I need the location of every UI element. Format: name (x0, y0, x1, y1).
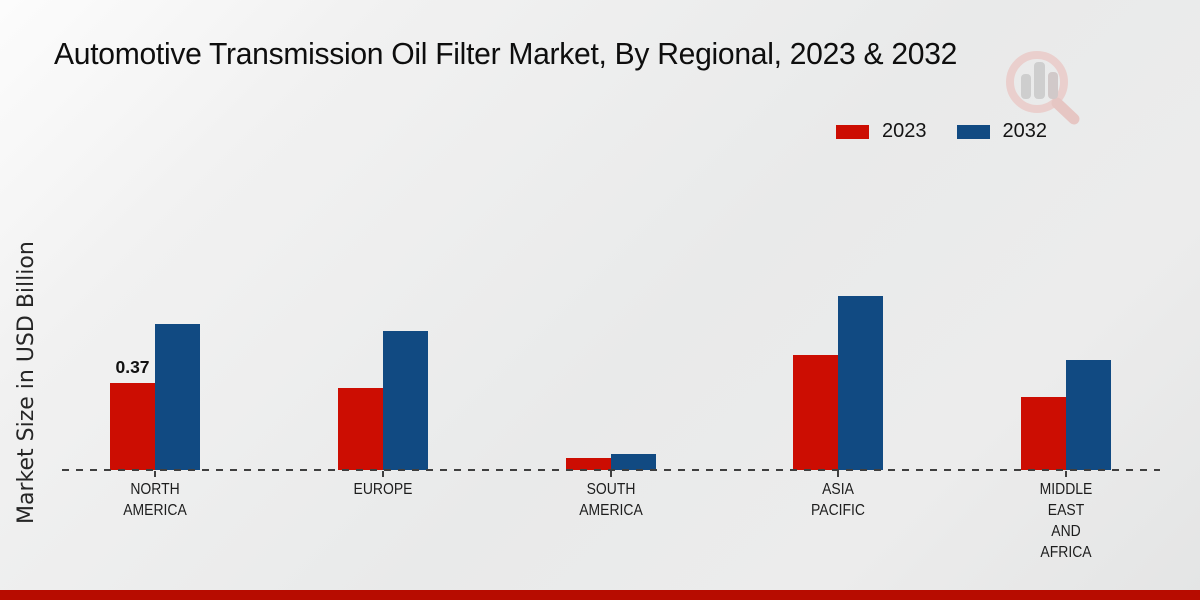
x-tick-south-america (610, 471, 612, 477)
x-tick-north-america (154, 471, 156, 477)
legend-label-2023: 2023 (882, 120, 927, 142)
bar-2023-europe (338, 388, 383, 470)
category-label-europe: EUROPE (353, 481, 413, 498)
bar-2032-south-america (611, 454, 656, 470)
bar-2023-north-america (110, 383, 155, 470)
legend-swatch-2032 (956, 124, 990, 139)
value-label-2023-north-america: 0.37 (115, 357, 150, 377)
bar-2023-asia-pacific (793, 355, 838, 470)
category-label-south-america: SOUTH AMERICA (579, 481, 643, 519)
category-label-asia-pacific: ASIA PACIFIC (811, 481, 865, 519)
bar-2032-middle-east-and-africa (1066, 360, 1111, 470)
legend-label-2032: 2032 (1002, 120, 1048, 142)
y-axis-label: Market Size in USD Billion (14, 241, 39, 524)
bar-2023-middle-east-and-africa (1021, 397, 1066, 470)
bar-2023-south-america (566, 458, 611, 470)
x-tick-middle-east-and-africa (1065, 471, 1067, 477)
x-tick-europe (382, 471, 384, 477)
legend: 2023 2032 (836, 120, 1047, 143)
legend-swatch-2023 (836, 124, 869, 139)
legend-item-2032: 2032 (956, 120, 1048, 143)
page-title: Automotive Transmission Oil Filter Marke… (54, 36, 958, 71)
bar-2032-europe (383, 331, 428, 470)
legend-item-2023: 2023 (836, 120, 927, 143)
bar-2032-asia-pacific (838, 296, 883, 470)
footer-bar (0, 590, 1200, 600)
zero-line (62, 469, 1160, 471)
x-tick-asia-pacific (837, 471, 839, 477)
category-label-north-america: NORTH AMERICA (123, 481, 187, 519)
company-logo-icon (1006, 51, 1080, 125)
category-label-middle-east-and-africa: MIDDLE EAST AND AFRICA (1039, 481, 1093, 561)
bar-2032-north-america (155, 324, 200, 470)
